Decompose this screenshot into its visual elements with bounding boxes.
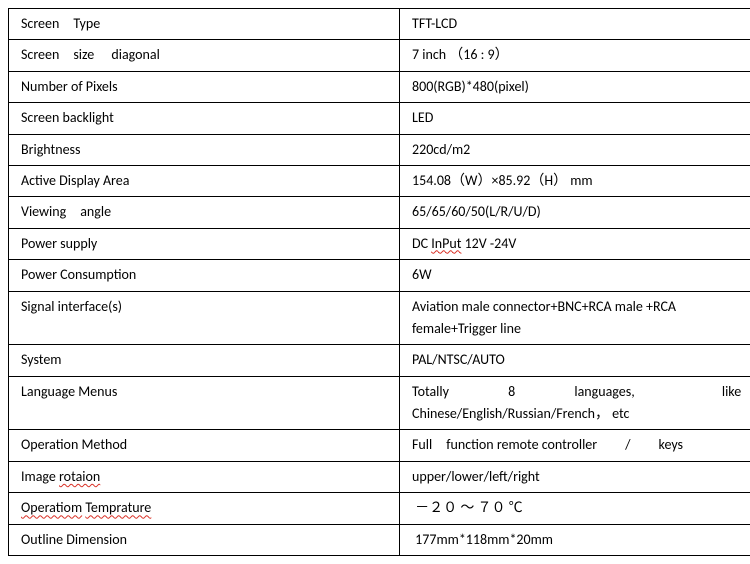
misspelled-word: rotaion [59, 468, 100, 485]
spec-value: 177mm*118mm*20mm [400, 524, 750, 555]
spec-label: Power supply [9, 228, 400, 259]
spec-value: PAL/NTSC/AUTO [400, 345, 750, 376]
table-row: Language MenusTotally 8 languages, like … [9, 376, 750, 430]
spec-label: Language Menus [9, 376, 400, 430]
spec-value: 6W [400, 260, 750, 291]
table-row: Power Consumption6W [9, 260, 750, 291]
table-row: Power supplyDC InPut 12V -24V [9, 228, 750, 259]
misspelled-word: Temprature [85, 499, 151, 516]
spec-value: TFT-LCD [400, 9, 750, 40]
spec-value: 7 inch （16 : 9） [400, 40, 750, 71]
spec-value: 65/65/60/50(L/R/U/D) [400, 197, 750, 228]
spec-label: Screen backlight [9, 103, 400, 134]
table-row: Number of Pixels800(RGB)*480(pixel) [9, 71, 750, 102]
spec-label: Outline Dimension [9, 524, 400, 555]
table-row: Outline Dimension 177mm*118mm*20mm [9, 524, 750, 555]
spec-label: System [9, 345, 400, 376]
spec-label: Power Consumption [9, 260, 400, 291]
table-row: Signal interface(s)Aviation male connect… [9, 291, 750, 345]
table-row: Brightness220cd/m2 [9, 134, 750, 165]
table-row: Screen TypeTFT-LCD [9, 9, 750, 40]
spec-value: 220cd/m2 [400, 134, 750, 165]
spec-value: Full function remote controller / keys [400, 430, 750, 461]
table-row: Operation MethodFull function remote con… [9, 430, 750, 461]
table-row: Screen size diagonal7 inch （16 : 9） [9, 40, 750, 71]
table-row: Operatiom Temprature －２０ ～ ７０ ℃ [9, 493, 750, 524]
spec-label: Image rotaion [9, 461, 400, 492]
misspelled-word: Operatiom [21, 499, 82, 516]
table-row: Image rotaionupper/lower/left/right [9, 461, 750, 492]
spec-label: Number of Pixels [9, 71, 400, 102]
spec-value: DC InPut 12V -24V [400, 228, 750, 259]
spec-label: Operation Method [9, 430, 400, 461]
spec-label: Screen Type [9, 9, 400, 40]
spec-value: Aviation male connector+BNC+RCA male +RC… [400, 291, 750, 345]
spec-label: Operatiom Temprature [9, 493, 400, 524]
spec-label: Viewing angle [9, 197, 400, 228]
spec-value: Totally 8 languages, like Chinese/Englis… [400, 376, 750, 430]
spec-value: 800(RGB)*480(pixel) [400, 71, 750, 102]
spec-label: Screen size diagonal [9, 40, 400, 71]
spec-label: Signal interface(s) [9, 291, 400, 345]
spec-table-body: Screen TypeTFT-LCDScreen size diagonal7 … [9, 9, 750, 556]
spec-table: Screen TypeTFT-LCDScreen size diagonal7 … [8, 8, 750, 556]
spec-value: －２０ ～ ７０ ℃ [400, 493, 750, 524]
spec-value: 154.08（W）×85.92（H） mm [400, 165, 750, 196]
spec-value: LED [400, 103, 750, 134]
spec-value: upper/lower/left/right [400, 461, 750, 492]
table-row: Active Display Area154.08（W）×85.92（H） mm [9, 165, 750, 196]
misspelled-word: InPut [431, 235, 461, 252]
table-row: Viewing angle65/65/60/50(L/R/U/D) [9, 197, 750, 228]
table-row: SystemPAL/NTSC/AUTO [9, 345, 750, 376]
spec-label: Active Display Area [9, 165, 400, 196]
table-row: Screen backlightLED [9, 103, 750, 134]
spec-label: Brightness [9, 134, 400, 165]
